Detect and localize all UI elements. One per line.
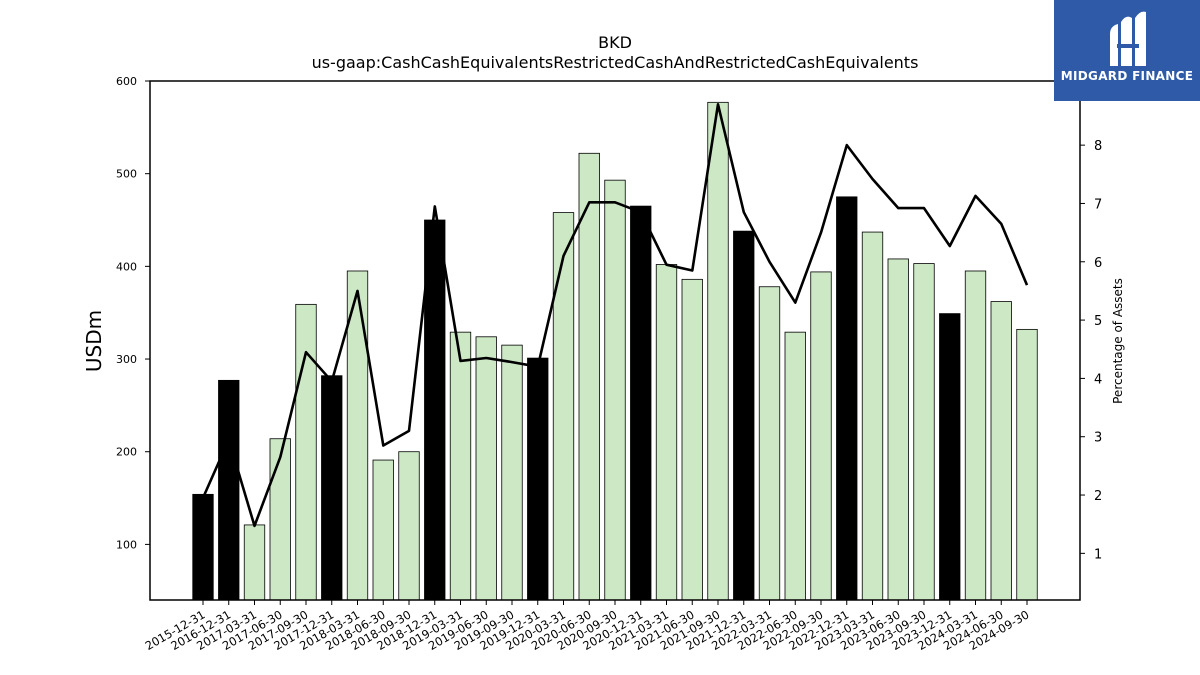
bar [192, 493, 214, 601]
bar [990, 301, 1012, 601]
y2-tick-label: 6 [1094, 256, 1102, 271]
bar [501, 344, 523, 601]
y-tick-label: 500 [116, 168, 137, 181]
bars-group [192, 101, 1038, 601]
bar [707, 101, 729, 601]
y-tick-label: 300 [116, 353, 137, 366]
y-tick-label: 100 [116, 538, 137, 551]
bar [810, 271, 832, 601]
bar [475, 336, 497, 601]
bar [630, 205, 652, 601]
bar [1016, 328, 1038, 601]
y-tick-label: 200 [116, 446, 137, 459]
bar [449, 331, 472, 601]
bar [836, 196, 858, 601]
bar [655, 264, 678, 601]
bar [604, 179, 626, 601]
bar [681, 278, 703, 601]
y2-axis-ticks: 1 2 3 4 5 6 7 8 [1080, 139, 1102, 562]
bar [887, 258, 909, 601]
y-tick-label: 600 [116, 75, 137, 88]
bar [527, 357, 549, 601]
bar [321, 375, 343, 601]
bar [784, 331, 806, 601]
bar [861, 231, 884, 601]
y2-tick-label: 8 [1094, 139, 1102, 154]
brand-logo: MIDGARD FINANCE [1054, 0, 1200, 101]
logo-text: MIDGARD FINANCE [1060, 69, 1194, 83]
bar [398, 451, 420, 601]
bar [372, 459, 394, 601]
bar [552, 212, 575, 601]
y-tick-label: 400 [116, 260, 137, 273]
bar [758, 286, 781, 601]
x-axis-ticks: 2015-12-312016-12-312017-03-312017-06-30… [143, 600, 1032, 653]
bar [964, 270, 987, 601]
y2-axis-label: Percentage of Assets [1111, 278, 1125, 404]
bar [269, 438, 291, 601]
y-axis-label: USDm [82, 310, 106, 372]
bar [243, 524, 266, 601]
bar [939, 313, 961, 601]
midgard-logo-icon [1110, 11, 1146, 67]
y2-tick-label: 3 [1094, 431, 1102, 446]
bar [295, 303, 317, 601]
y2-tick-label: 5 [1094, 314, 1102, 329]
y2-tick-label: 1 [1094, 547, 1102, 562]
series-line [201, 103, 1029, 528]
y2-tick-label: 2 [1094, 489, 1102, 504]
chart-title: BKD [598, 33, 632, 52]
y2-tick-label: 4 [1094, 372, 1102, 387]
bar [218, 379, 240, 601]
bar [733, 230, 755, 601]
y2-tick-label: 7 [1094, 197, 1102, 212]
line-group [201, 103, 1029, 528]
y-axis-ticks: 100 200 300 400 500 600 [116, 75, 150, 551]
chart-subtitle: us-gaap:CashCashEquivalentsRestrictedCas… [312, 53, 919, 72]
bar [913, 263, 935, 601]
